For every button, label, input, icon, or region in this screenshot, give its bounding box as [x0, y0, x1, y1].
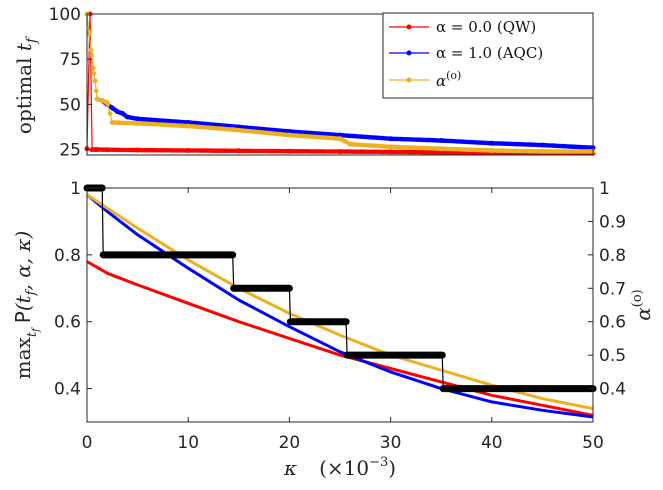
bottom-axes: 0 10 20 30 40 50 0.40.60.81 0.40.50.60.70.80.…: [11, 179, 655, 480]
top-datapoint-qw: [236, 148, 242, 154]
top-y-tick-label: 50: [59, 95, 81, 115]
top-datapoint-alpha-o: [231, 127, 237, 133]
bottom-series-line-aqc: [86, 193, 594, 419]
top-datapoint-qw: [135, 147, 141, 153]
bottom-x-tick-label: 30: [380, 433, 402, 453]
legend-entry-aqc: α = 1.0 (AQC): [389, 44, 543, 62]
top-datapoint-aqc: [438, 138, 444, 143]
top-datapoint-alpha-o: [94, 96, 100, 102]
bottom-y-tick-label-right: 0.8: [599, 246, 626, 266]
top-datapoint-qw: [438, 149, 444, 155]
top-datapoint-aqc: [125, 114, 130, 120]
top-y-tick-label: 75: [59, 50, 81, 70]
bottom-y-tick-label-left: 0.8: [54, 246, 81, 266]
top-datapoint-aqc: [337, 132, 343, 138]
bottom-y-tick-label-right: 1: [599, 179, 610, 199]
top-datapoint-alpha-o: [489, 148, 495, 153]
bottom-axes-box: [86, 187, 594, 423]
legend-marker-aqc: [406, 50, 412, 56]
top-datapoint-qw: [286, 148, 292, 154]
top-datapoint-aqc: [109, 105, 115, 111]
bottom-x-tick-label: 10: [177, 433, 199, 453]
top-datapoint-alpha-o: [99, 98, 105, 104]
bottom-x-ticks: 0 10 20 30 40 50: [82, 188, 604, 453]
top-datapoint-aqc: [119, 110, 125, 116]
bottom-y-label-right: α(o): [630, 289, 655, 321]
bottom-x-tick-label: 40: [481, 433, 503, 453]
top-datapoint-alpha-o: [388, 144, 394, 150]
bottom-series-group: [83, 184, 597, 419]
top-y-tick-label: 25: [59, 141, 81, 161]
bottom-y-tick-label-left: 1: [70, 179, 81, 199]
top-datapoint-alpha-o: [286, 132, 292, 138]
top-datapoint-qw: [185, 148, 191, 153]
top-point-alpha-o: [107, 111, 113, 116]
top-datapoint-alpha-o: [135, 120, 141, 126]
bottom-series-line-qw: [86, 260, 594, 417]
top-datapoint-qw: [94, 147, 100, 153]
top-datapoint-aqc: [135, 116, 141, 122]
top-datapoint-aqc: [114, 109, 120, 115]
bottom-y-ticks-right: 0.4 0.5 0.6 0.7 0.8 0.9 1: [588, 179, 626, 400]
top-datapoint-qw: [337, 149, 343, 155]
top-datapoint-alpha-o: [185, 123, 191, 129]
top-datapoint-aqc: [539, 142, 545, 148]
top-datapoint-alpha-o: [337, 136, 343, 142]
legend: α = 0.0 (QW) α = 1.0 (AQC) α(o): [382, 12, 594, 99]
top-datapoint-alpha-o: [88, 47, 94, 53]
top-y-ticks: 25 50 75 100: [49, 5, 92, 161]
top-datapoint-alpha-o: [90, 65, 96, 71]
bottom-x-tick-label: 20: [279, 433, 301, 453]
bottom-x-tick-label: 50: [582, 433, 604, 453]
bottom-y-tick-label-right: 0.9: [599, 212, 626, 232]
top-point-alpha-o: [89, 52, 94, 58]
top-axes: 25 50 75 100 optimal tf α = 0.0 (QW) α = 1.…: [12, 5, 596, 161]
top-datapoint-aqc: [489, 140, 495, 146]
top-datapoint-alpha-o: [104, 100, 110, 106]
bottom-y-tick-label-right: 0.4: [599, 380, 626, 400]
bottom-y-tick-label-right: 0.5: [599, 346, 626, 366]
bottom-y-label-left: maxtfP(tf, α, κ): [11, 231, 42, 380]
top-y-label: optimal tf: [12, 35, 40, 134]
top-datapoint-alpha-o: [86, 29, 92, 35]
legend-label-qw: α = 0.0 (QW): [436, 18, 536, 36]
top-datapoint-qw: [104, 147, 110, 153]
top-datapoint-alpha-o: [347, 141, 353, 147]
top-datapoint-alpha-o: [92, 78, 98, 84]
top-datapoint-qw: [388, 149, 394, 155]
top-datapoint-alpha-o: [539, 148, 545, 154]
top-series-group: [84, 11, 596, 156]
legend-marker-alpha-o: [406, 77, 412, 83]
top-datapoint-alpha-o: [109, 120, 115, 125]
top-datapoint-alpha-o: [438, 146, 444, 152]
bottom-y-tick-label-right: 0.6: [599, 313, 626, 333]
bottom-x-label: κ (×10−3): [283, 455, 396, 480]
bottom-x-tick-label: 0: [82, 433, 93, 453]
bottom-y-tick-label-left: 0.4: [54, 380, 81, 400]
top-datapoint-aqc: [185, 120, 191, 125]
legend-marker-qw: [406, 24, 412, 30]
top-datapoint-aqc: [388, 136, 394, 142]
top-point-alpha-o: [91, 71, 97, 76]
top-point-alpha-o: [93, 88, 99, 93]
bottom-y-tick-label-left: 0.6: [54, 313, 81, 333]
top-datapoint-aqc: [286, 129, 292, 134]
legend-entry-alpha-o: α(o): [389, 69, 461, 90]
legend-label-alpha-o: α(o): [436, 69, 461, 90]
bottom-series-line-alpha-o-step: [87, 187, 593, 390]
bottom-y-ticks-left: 0.4 0.6 0.8 1: [54, 179, 92, 400]
legend-entry-qw: α = 0.0 (QW): [389, 18, 536, 36]
top-y-tick-label: 100: [49, 5, 81, 25]
bottom-y-tick-label-right: 0.7: [599, 279, 626, 299]
legend-label-aqc: α = 1.0 (AQC): [436, 44, 543, 62]
bottom-plot-area: [87, 188, 593, 422]
